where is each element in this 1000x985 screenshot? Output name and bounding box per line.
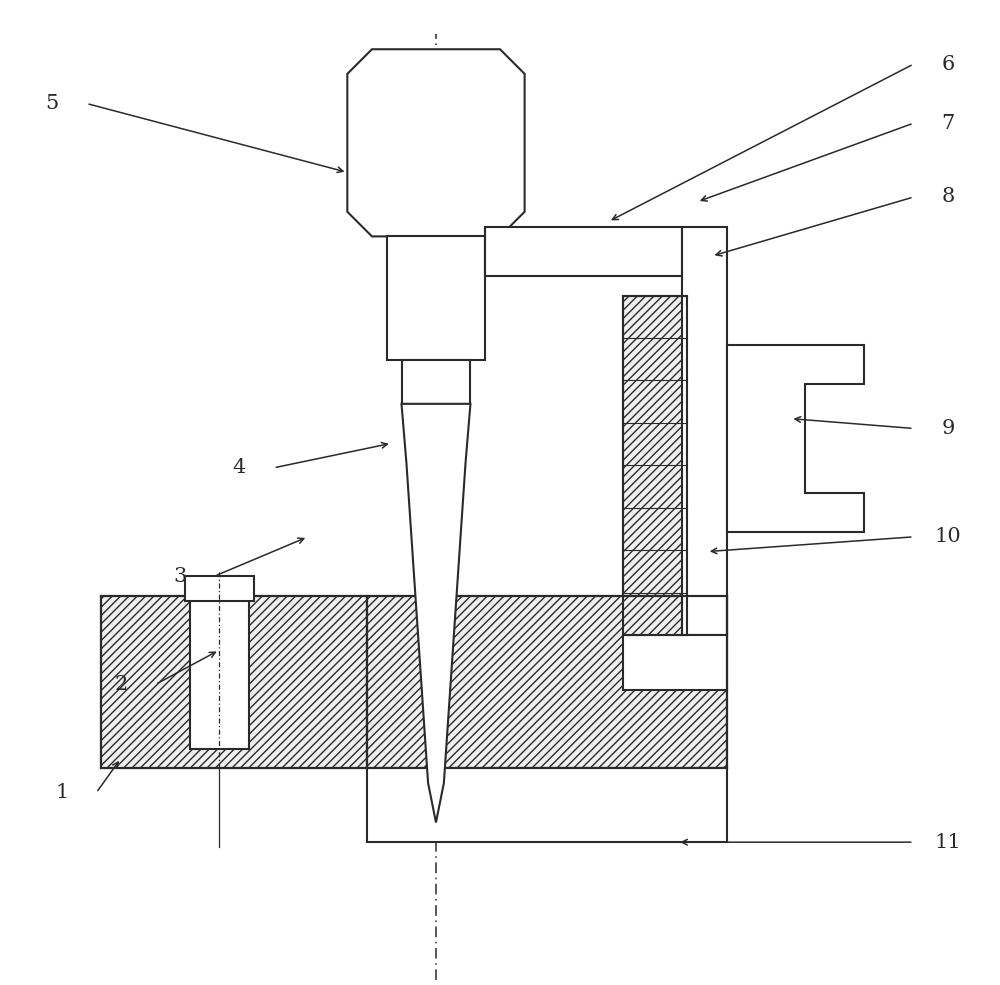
Bar: [485, 227, 682, 276]
Text: 5: 5: [45, 94, 58, 113]
Bar: [623, 296, 687, 635]
Bar: [367, 596, 727, 768]
Bar: [623, 635, 727, 690]
Bar: [185, 576, 254, 601]
Text: 7: 7: [942, 113, 955, 133]
Text: 6: 6: [942, 54, 955, 74]
Bar: [101, 596, 367, 768]
Bar: [387, 236, 485, 360]
Text: 10: 10: [935, 527, 962, 547]
Bar: [367, 596, 727, 768]
Text: 11: 11: [935, 832, 962, 852]
Text: 2: 2: [114, 675, 127, 694]
Bar: [623, 296, 687, 635]
Text: 3: 3: [173, 566, 187, 586]
Polygon shape: [727, 345, 864, 532]
Bar: [190, 596, 249, 749]
Bar: [402, 360, 470, 404]
Text: 8: 8: [942, 187, 955, 207]
Text: 4: 4: [232, 458, 246, 478]
Text: 9: 9: [941, 419, 955, 438]
Bar: [367, 768, 727, 842]
Bar: [682, 227, 727, 635]
Polygon shape: [402, 404, 470, 822]
Text: 1: 1: [55, 783, 68, 803]
Bar: [101, 596, 367, 768]
Polygon shape: [347, 49, 525, 236]
